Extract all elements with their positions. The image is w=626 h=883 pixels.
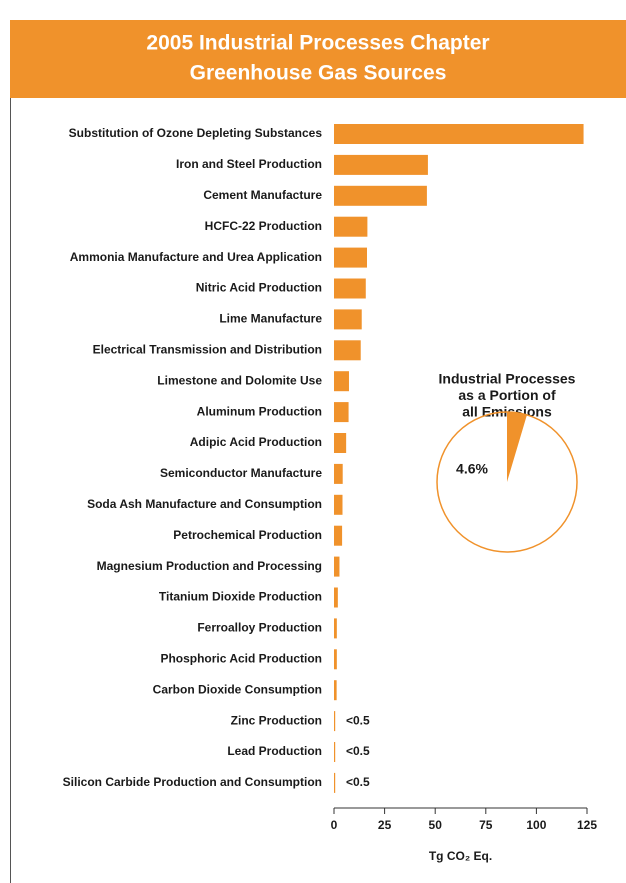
bar <box>334 772 336 793</box>
category-label: Titanium Dioxide Production <box>159 590 322 604</box>
category-label: HCFC-22 Production <box>205 219 322 233</box>
bar <box>334 371 349 392</box>
bar <box>334 185 427 206</box>
pie-slice <box>507 412 527 482</box>
bar <box>334 494 343 515</box>
category-label: Soda Ash Manufacture and Consumption <box>87 497 322 511</box>
category-label: Semiconductor Manufacture <box>160 466 322 480</box>
bar <box>334 278 366 299</box>
x-tick-label: 125 <box>577 818 597 832</box>
pie-title: Industrial Processes <box>439 371 576 387</box>
bar <box>334 680 337 701</box>
category-label: Ammonia Manufacture and Urea Application <box>70 250 322 264</box>
value-label: <0.5 <box>346 744 370 758</box>
x-tick-label: 50 <box>429 818 443 832</box>
header <box>10 20 626 98</box>
value-label: <0.5 <box>346 775 370 789</box>
category-label: Aluminum Production <box>197 404 322 418</box>
bar <box>334 340 361 361</box>
category-label: Iron and Steel Production <box>176 157 322 171</box>
bar <box>334 402 349 423</box>
category-label: Phosphoric Acid Production <box>160 651 322 665</box>
category-label: Zinc Production <box>231 713 322 727</box>
category-label: Petrochemical Production <box>173 528 322 542</box>
bar <box>334 525 343 546</box>
bar <box>334 433 347 453</box>
pie-label: 4.6% <box>456 461 488 477</box>
category-label: Substitution of Ozone Depleting Substanc… <box>69 126 323 140</box>
bar <box>334 216 368 237</box>
bar <box>334 742 336 762</box>
x-tick-label: 0 <box>331 818 338 832</box>
value-label: <0.5 <box>346 713 370 727</box>
bar <box>334 649 337 670</box>
chart-title: Greenhouse Gas Sources <box>190 62 447 85</box>
chart-title: 2005 Industrial Processes Chapter <box>146 32 489 55</box>
category-label: Lead Production <box>227 744 322 758</box>
bar <box>334 556 340 577</box>
bar <box>334 124 584 144</box>
category-label: Limestone and Dolomite Use <box>157 373 322 387</box>
category-label: Lime Manufacture <box>219 312 322 326</box>
bar <box>334 587 338 608</box>
category-label: Cement Manufacture <box>203 188 322 202</box>
bar <box>334 711 336 732</box>
bar <box>334 618 337 639</box>
category-label: Adipic Acid Production <box>190 435 322 449</box>
bar <box>334 247 367 268</box>
category-label: Magnesium Production and Processing <box>97 559 322 573</box>
category-label: Silicon Carbide Production and Consumpti… <box>63 775 322 789</box>
bar <box>334 463 343 484</box>
bar <box>334 309 362 330</box>
category-label: Carbon Dioxide Consumption <box>153 682 322 696</box>
category-label: Ferroalloy Production <box>197 621 322 635</box>
x-axis-title: Tg CO₂ Eq. <box>429 849 492 863</box>
x-tick-label: 75 <box>479 818 493 832</box>
category-label: Nitric Acid Production <box>196 281 322 295</box>
bar <box>334 154 428 175</box>
x-tick-label: 25 <box>378 818 392 832</box>
category-label: Electrical Transmission and Distribution <box>93 342 322 356</box>
x-tick-label: 100 <box>526 818 546 832</box>
pie-title: as a Portion of <box>458 387 556 403</box>
